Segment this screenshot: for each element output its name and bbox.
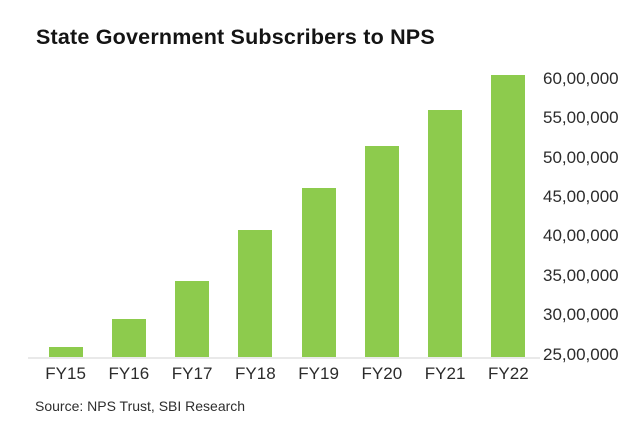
- bar-FY18: [238, 230, 273, 358]
- x-axis-baseline: [28, 357, 540, 359]
- x-tick-label-FY20: FY20: [361, 364, 403, 383]
- y-tick-label-30,00,000: 30,00,000: [543, 305, 619, 325]
- x-tick-label-FY16: FY16: [108, 364, 150, 383]
- x-tick-label-FY22: FY22: [488, 364, 529, 383]
- x-tick-label-FY18: FY18: [235, 364, 276, 383]
- bar-FY15: [48, 346, 83, 358]
- bar-FY16: [111, 319, 146, 358]
- y-tick-label-45,00,000: 45,00,000: [543, 186, 619, 206]
- bar-slot-FY22: [477, 62, 540, 358]
- y-tick-label-35,00,000: 35,00,000: [543, 265, 619, 285]
- chart-title: State Government Subscribers to NPS: [36, 25, 435, 49]
- y-tick-label-50,00,000: 50,00,000: [543, 147, 619, 167]
- plot-area: [28, 62, 540, 359]
- bar-slot-FY15: [34, 62, 97, 358]
- bar-slot-FY18: [224, 62, 287, 358]
- x-axis-labels: FY15 FY16 FY17 FY18 FY19 FY20 FY21 FY22: [34, 364, 540, 383]
- y-tick-label-25,00,000: 25,00,000: [543, 344, 619, 364]
- bar-slot-FY17: [161, 62, 224, 358]
- x-tick-label-FY17: FY17: [171, 364, 213, 383]
- bar-FY19: [301, 187, 336, 358]
- bar-slot-FY21: [414, 62, 477, 358]
- bar-FY20: [364, 145, 399, 358]
- bar-slot-FY19: [287, 62, 350, 358]
- x-tick-label-FY21: FY21: [424, 364, 466, 383]
- bar-FY17: [175, 280, 210, 358]
- bar-slot-FY20: [350, 62, 413, 358]
- bar-slot-FY16: [97, 62, 160, 358]
- y-tick-label-60,00,000: 60,00,000: [543, 68, 619, 88]
- source-note: Source: NPS Trust, SBI Research: [35, 398, 246, 414]
- bar-FY22: [491, 74, 526, 358]
- x-tick-label-FY15: FY15: [45, 364, 86, 383]
- x-tick-label-FY19: FY19: [298, 364, 339, 383]
- bars-container: [34, 62, 540, 358]
- y-tick-label-55,00,000: 55,00,000: [543, 108, 619, 128]
- y-tick-label-40,00,000: 40,00,000: [543, 226, 619, 246]
- bar-FY21: [428, 110, 463, 358]
